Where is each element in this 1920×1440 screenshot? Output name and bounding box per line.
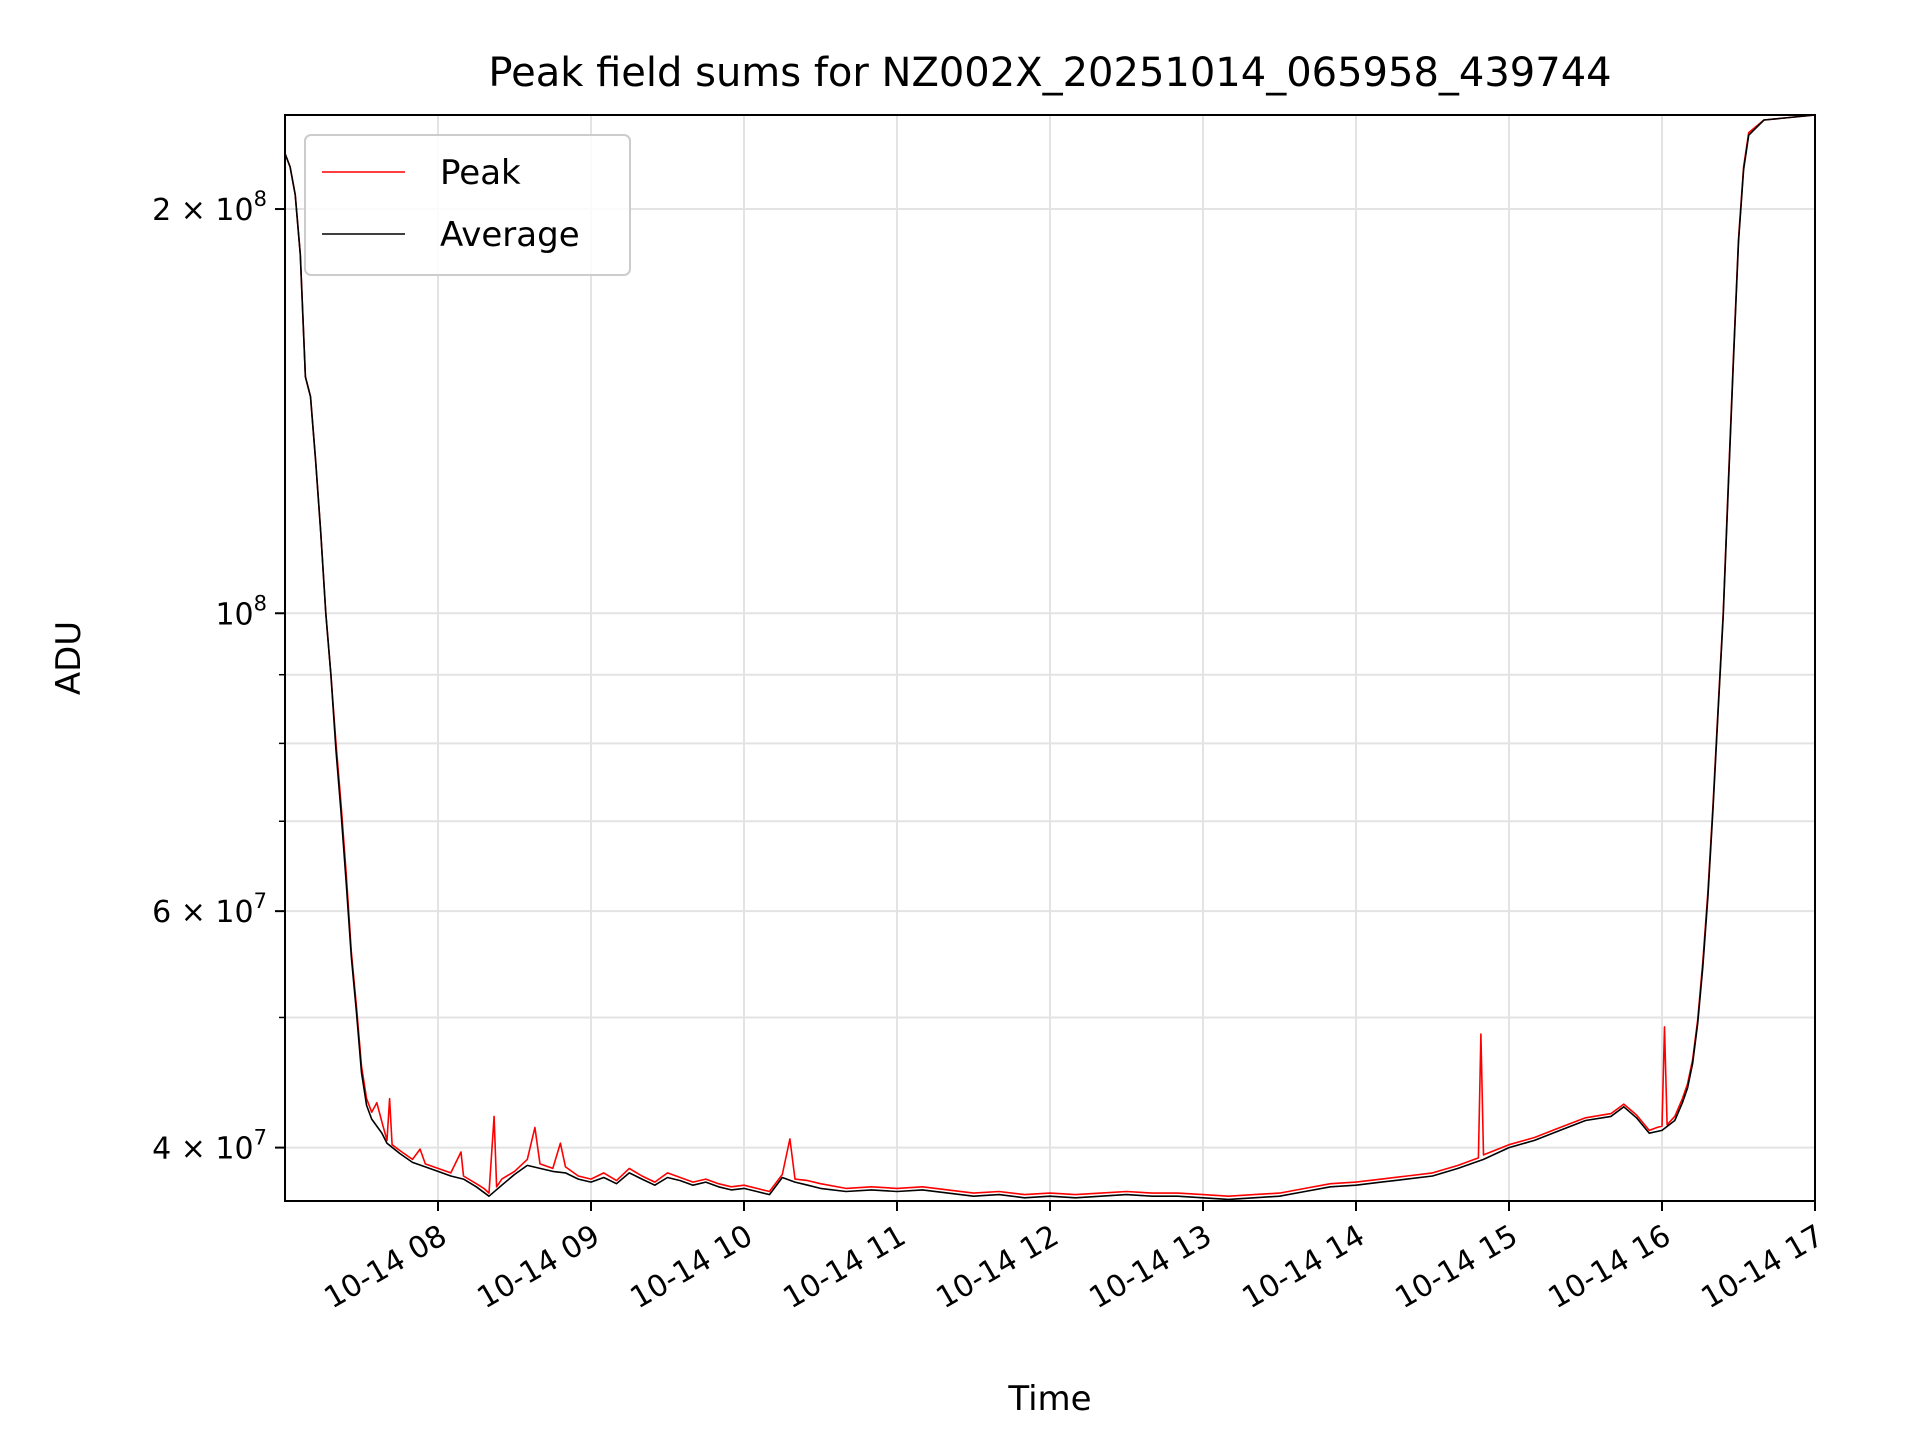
grid xyxy=(285,115,1816,1201)
y-axis-label: ADU xyxy=(49,621,89,695)
legend-label-average: Average xyxy=(440,215,580,255)
x-axis-label: Time xyxy=(1007,1379,1091,1419)
series-line-peak xyxy=(284,114,1816,1197)
legend-box xyxy=(304,134,631,276)
y-tick-label: 4 × 107 xyxy=(152,1126,267,1167)
chart-title: Peak field sums for NZ002X_20251014_0659… xyxy=(488,50,1611,96)
series-layer xyxy=(284,114,1816,1201)
y-tick-label: 2 × 108 xyxy=(152,187,267,228)
legend-label-peak: Peak xyxy=(440,153,521,193)
y-tick-label: 6 × 107 xyxy=(152,889,267,930)
legend: Peak Average xyxy=(304,134,631,276)
series-line-average xyxy=(284,114,1816,1201)
